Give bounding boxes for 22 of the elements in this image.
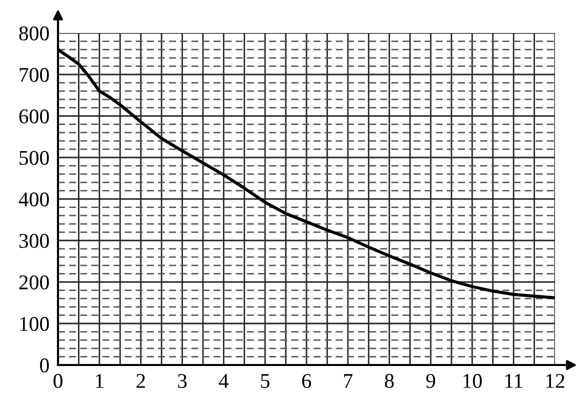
y-tick-label: 0 bbox=[40, 358, 49, 372]
y-tick-label: 800 bbox=[19, 26, 49, 40]
x-tick-label: 8 bbox=[384, 374, 394, 388]
x-tick-label: 2 bbox=[136, 374, 145, 388]
x-tick-label: 7 bbox=[344, 374, 353, 388]
y-tick-label: 100 bbox=[20, 316, 49, 331]
x-tick-label: 4 bbox=[218, 374, 229, 388]
y-tick-label: 300 bbox=[19, 234, 49, 248]
y-tick-label: 700 bbox=[20, 68, 49, 82]
x-tick-label: 5 bbox=[261, 374, 270, 388]
y-tick-label: 500 bbox=[20, 150, 49, 165]
x-tick-label: 10 bbox=[464, 374, 482, 388]
x-tick-label: 12 bbox=[546, 374, 564, 388]
x-tick-label: 3 bbox=[178, 374, 187, 388]
y-tick-label: 600 bbox=[19, 109, 49, 124]
y-tick-label: 200 bbox=[19, 275, 49, 290]
x-tick-label: 0 bbox=[54, 374, 62, 388]
x-tick-label: 9 bbox=[426, 374, 436, 388]
y-tick-label: 400 bbox=[18, 192, 49, 206]
x-tick-label: 6 bbox=[302, 374, 312, 388]
x-tick-label: 1 bbox=[96, 374, 104, 388]
x-tick-label: 11 bbox=[505, 374, 522, 388]
